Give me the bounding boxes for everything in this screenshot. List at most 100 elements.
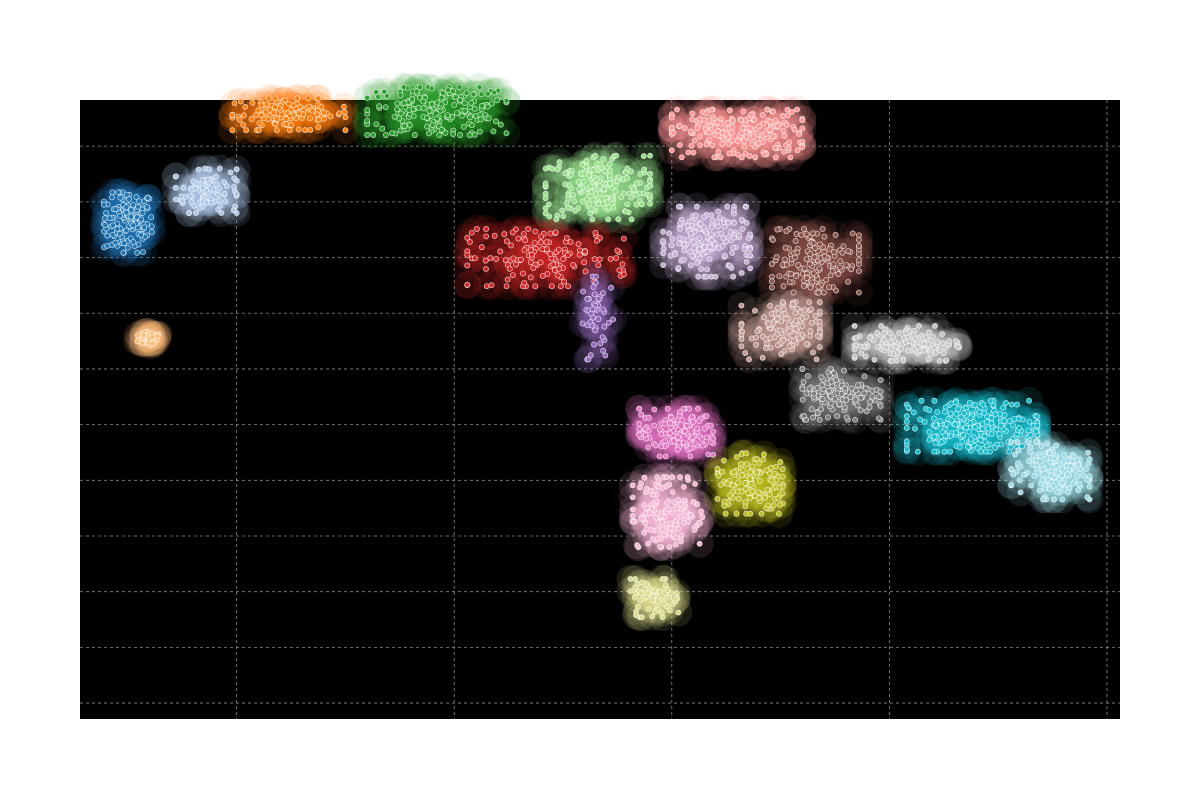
data-point — [618, 194, 624, 201]
data-point — [923, 334, 929, 341]
data-point — [531, 240, 538, 246]
data-point — [977, 437, 984, 444]
data-point — [816, 344, 823, 350]
data-point — [1026, 397, 1032, 404]
data-point — [1041, 485, 1048, 492]
data-point — [981, 433, 988, 440]
data-point — [959, 421, 966, 427]
data-point — [845, 278, 851, 285]
data-point — [370, 132, 377, 138]
data-point — [897, 345, 904, 352]
data-point — [1084, 494, 1091, 501]
data-point — [931, 397, 938, 404]
data-point — [738, 117, 745, 123]
data-point — [931, 415, 937, 422]
data-point — [799, 386, 806, 392]
data-point — [576, 251, 583, 258]
data-point — [522, 237, 529, 244]
data-point — [815, 283, 822, 290]
data-point — [593, 237, 600, 244]
data-point — [799, 144, 806, 151]
data-point — [966, 428, 973, 435]
data-point — [794, 147, 801, 154]
data-point — [464, 262, 471, 269]
data-point — [620, 271, 627, 278]
data-point — [624, 175, 630, 182]
data-point — [753, 334, 760, 341]
data-point — [863, 408, 870, 415]
data-point — [1050, 496, 1057, 503]
data-point — [532, 228, 539, 235]
data-point — [786, 279, 793, 286]
data-point — [843, 397, 850, 404]
data-point — [852, 396, 859, 403]
data-point — [783, 121, 790, 128]
data-point — [208, 199, 215, 206]
data-point — [470, 91, 477, 98]
data-point — [756, 123, 763, 130]
data-point — [584, 195, 591, 202]
data-point — [582, 248, 588, 255]
data-point — [148, 223, 155, 230]
data-point — [1010, 471, 1017, 478]
data-point — [948, 400, 955, 407]
data-point — [542, 210, 549, 217]
data-point — [730, 117, 736, 124]
data-point — [996, 431, 1003, 438]
data-point — [730, 273, 737, 280]
data-point — [560, 213, 567, 220]
data-point — [786, 139, 793, 146]
data-point — [827, 365, 834, 372]
data-point — [1000, 404, 1007, 411]
data-point — [607, 256, 614, 262]
data-point — [397, 92, 404, 99]
data-point — [420, 105, 427, 112]
data-point — [630, 186, 637, 193]
data-point — [286, 100, 293, 107]
data-point — [509, 229, 516, 236]
data-point — [946, 338, 953, 345]
data-point — [592, 152, 599, 159]
data-point — [199, 185, 206, 192]
data-point — [633, 180, 640, 187]
data-point — [743, 203, 750, 210]
data-point — [685, 149, 692, 156]
data-point — [676, 240, 682, 247]
data-point — [855, 268, 862, 274]
data-point — [124, 244, 131, 251]
data-point — [676, 142, 683, 148]
data-point — [140, 332, 147, 339]
data-point — [776, 273, 783, 280]
data-point — [680, 256, 687, 263]
data-point — [1001, 418, 1008, 424]
data-point — [1044, 440, 1051, 447]
data-point — [521, 279, 528, 286]
data-point — [1024, 439, 1031, 446]
data-point — [730, 244, 736, 251]
data-point — [931, 448, 938, 455]
data-point — [947, 410, 954, 417]
data-point — [738, 154, 745, 161]
data-point — [810, 414, 816, 421]
data-point — [229, 127, 236, 134]
data-point — [717, 154, 724, 161]
data-point — [806, 299, 813, 306]
data-point — [731, 234, 737, 241]
data-point — [855, 382, 861, 389]
data-point — [471, 255, 478, 262]
data-point — [1064, 471, 1071, 478]
data-point — [373, 121, 380, 128]
data-point — [529, 251, 535, 258]
data-point — [739, 225, 746, 232]
data-point — [1008, 466, 1015, 472]
data-point — [690, 149, 697, 156]
data-point — [391, 113, 398, 120]
data-point — [149, 333, 156, 340]
data-point — [592, 229, 599, 236]
data-point — [588, 189, 595, 196]
data-point — [903, 330, 910, 337]
data-point — [831, 249, 837, 255]
data-point — [477, 116, 484, 123]
data-point — [660, 262, 667, 269]
data-point — [827, 400, 834, 407]
